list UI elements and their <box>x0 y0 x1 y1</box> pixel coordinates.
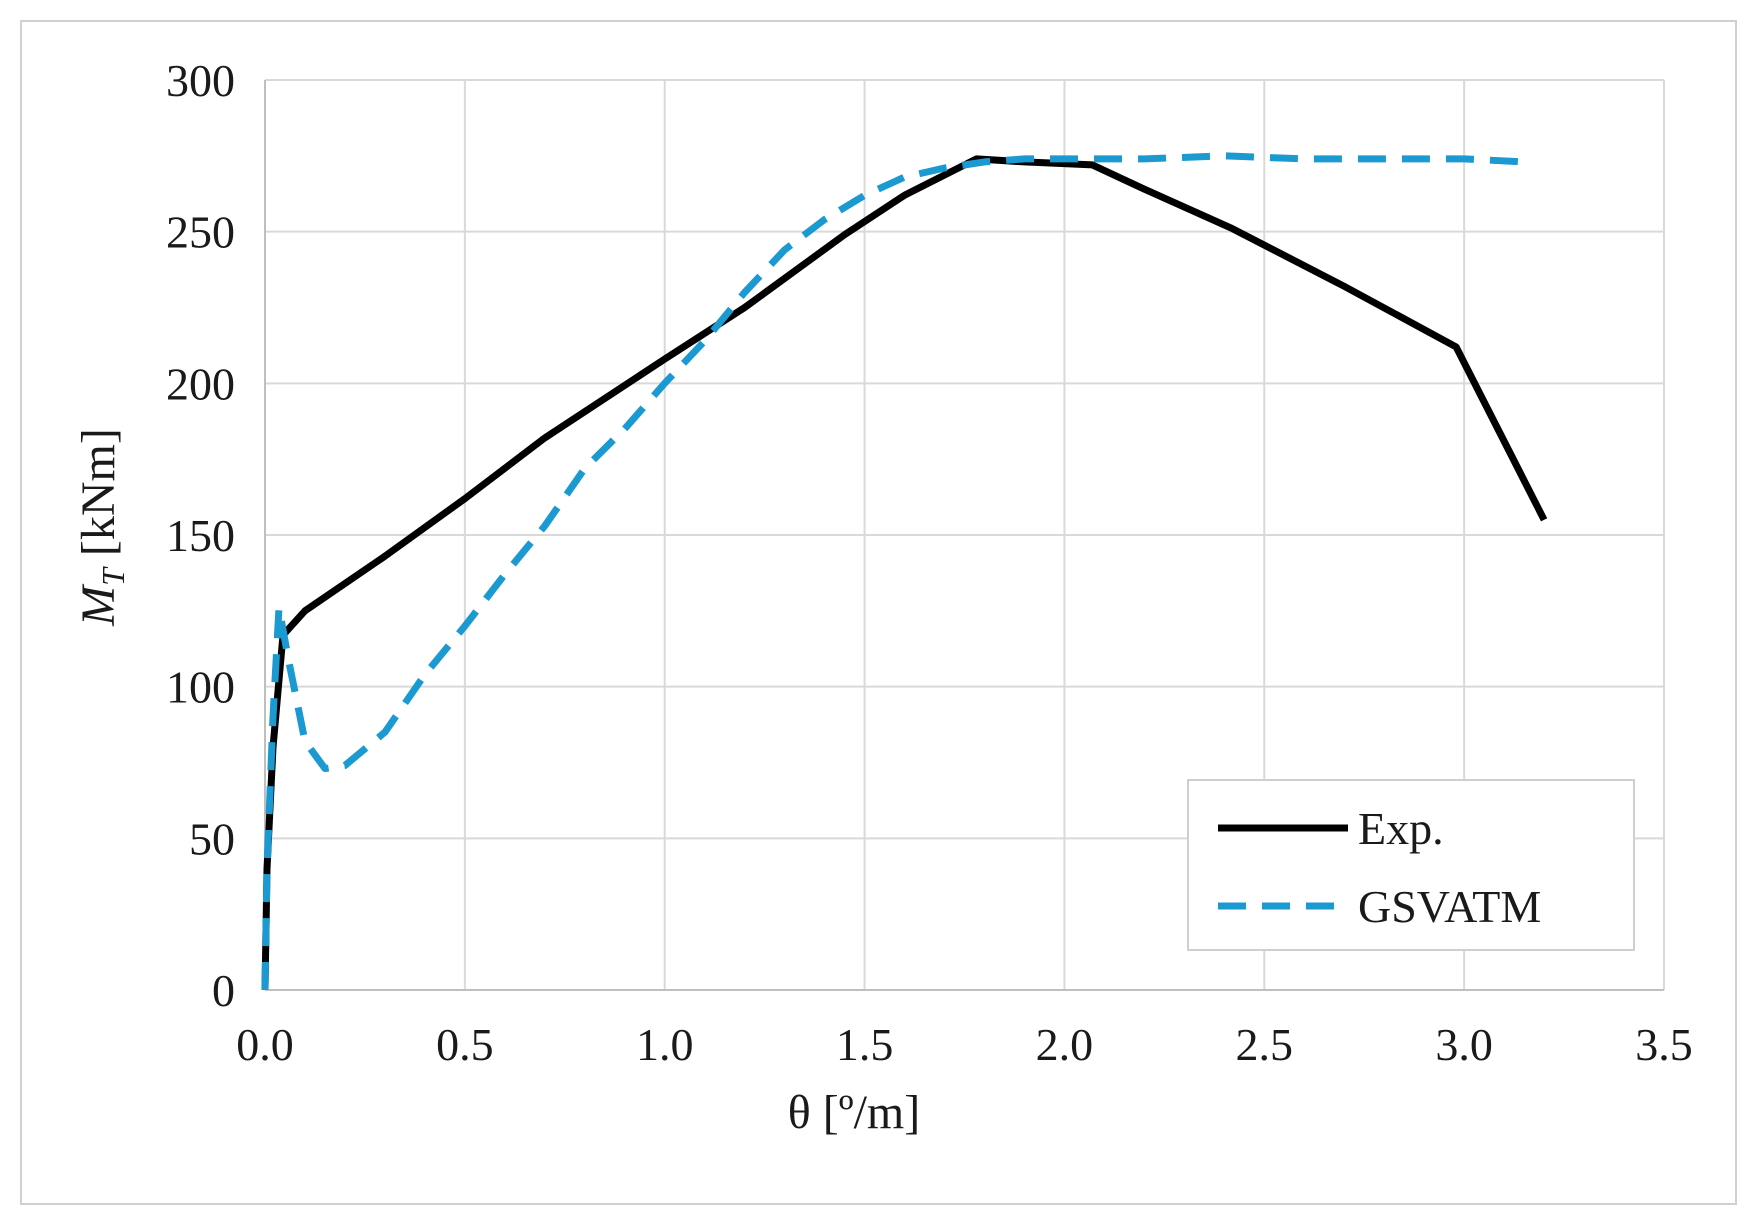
x-tick-label: 2.5 <box>1236 1019 1294 1070</box>
x-tick-label: 0.0 <box>236 1019 294 1070</box>
chart-frame: 0.0 0.5 1.0 1.5 2.0 2.5 3.0 3.5 0 50 100 150 200 250… <box>20 20 1737 1205</box>
y-tick-label: 150 <box>166 510 235 561</box>
y-axis-title-unit: [kNm] <box>72 428 125 568</box>
y-tick-label: 100 <box>166 662 235 713</box>
x-tick-labels: 0.0 0.5 1.0 1.5 2.0 2.5 3.0 3.5 <box>236 1019 1693 1070</box>
gridlines <box>264 79 1665 991</box>
x-tick-label: 1.0 <box>636 1019 694 1070</box>
y-tick-label: 50 <box>189 813 235 864</box>
y-axis-title-symbol: M <box>72 583 125 627</box>
x-tick-label: 2.0 <box>1036 1019 1094 1070</box>
y-axis-title: MT [kNm] <box>72 428 131 627</box>
series-line-gsvatm <box>261 152 1525 991</box>
x-tick-label: 0.5 <box>436 1019 494 1070</box>
legend-box <box>1187 779 1635 951</box>
y-tick-labels: 0 50 100 150 200 250 300 <box>166 55 235 1016</box>
x-tick-label: 3.0 <box>1435 1019 1493 1070</box>
x-tick-label: 1.5 <box>836 1019 894 1070</box>
y-axis-title-subscript: T <box>95 566 131 586</box>
x-axis-title: θ [º/m] <box>788 1086 921 1139</box>
y-tick-label: 0 <box>212 965 235 1016</box>
legend-label-exp: Exp. <box>1358 803 1444 854</box>
line-chart: 0.0 0.5 1.0 1.5 2.0 2.5 3.0 3.5 0 50 100 150 200 250… <box>72 55 1693 1139</box>
legend: Exp. GSVATM <box>1187 779 1635 951</box>
x-tick-label: 3.5 <box>1635 1019 1693 1070</box>
y-tick-label: 250 <box>166 207 235 258</box>
y-tick-label: 200 <box>166 358 235 409</box>
y-tick-label: 300 <box>166 55 235 106</box>
legend-label-gsvatm: GSVATM <box>1358 881 1541 932</box>
series-lines <box>261 152 1548 991</box>
